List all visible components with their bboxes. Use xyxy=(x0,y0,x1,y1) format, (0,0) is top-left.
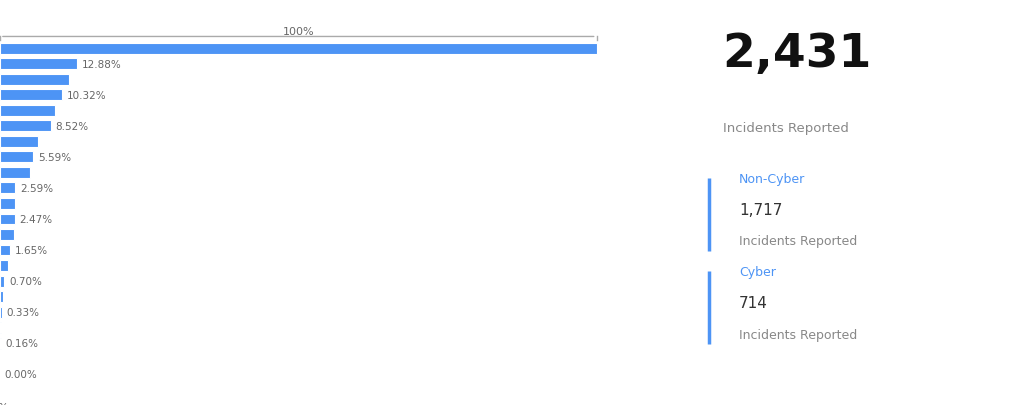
Bar xyxy=(0,183,15,194)
Bar xyxy=(0,44,597,54)
Bar xyxy=(0,245,10,256)
Text: 10.32%: 10.32% xyxy=(67,90,105,100)
Text: 714: 714 xyxy=(739,296,768,311)
Text: 2.59%: 2.59% xyxy=(20,183,53,194)
Text: Incidents Reported: Incidents Reported xyxy=(739,235,857,248)
Text: 0.33%: 0.33% xyxy=(7,307,40,318)
Bar xyxy=(0,59,77,70)
Text: 2,431: 2,431 xyxy=(723,32,871,77)
Bar xyxy=(0,322,1,333)
Text: 5.59%: 5.59% xyxy=(38,152,72,162)
Bar xyxy=(0,230,14,240)
Text: 1.65%: 1.65% xyxy=(14,245,48,256)
Text: 8.52%: 8.52% xyxy=(55,122,89,132)
Text: 0.70%: 0.70% xyxy=(9,276,42,286)
Bar xyxy=(0,307,2,318)
Text: 100%: 100% xyxy=(283,27,314,37)
Bar xyxy=(0,276,4,287)
Text: 0.16%: 0.16% xyxy=(6,339,39,348)
Bar xyxy=(0,121,51,132)
Text: Incidents Reported: Incidents Reported xyxy=(723,122,849,134)
Bar xyxy=(0,152,34,163)
Bar xyxy=(0,136,38,147)
Text: 12.88%: 12.88% xyxy=(82,60,122,70)
Text: 1,717: 1,717 xyxy=(739,202,782,217)
Text: Incidents Reported: Incidents Reported xyxy=(739,328,857,341)
Bar xyxy=(0,214,14,225)
Bar xyxy=(0,90,61,101)
Bar xyxy=(0,168,31,178)
Bar xyxy=(0,260,8,271)
Text: 2.47%: 2.47% xyxy=(19,214,52,224)
Bar xyxy=(0,106,55,116)
Text: Cyber: Cyber xyxy=(739,265,776,278)
Text: 0.00%: 0.00% xyxy=(5,369,38,379)
Text: Non-Cyber: Non-Cyber xyxy=(739,172,805,185)
Bar xyxy=(0,75,69,85)
Bar xyxy=(0,292,3,302)
Bar xyxy=(0,198,15,209)
